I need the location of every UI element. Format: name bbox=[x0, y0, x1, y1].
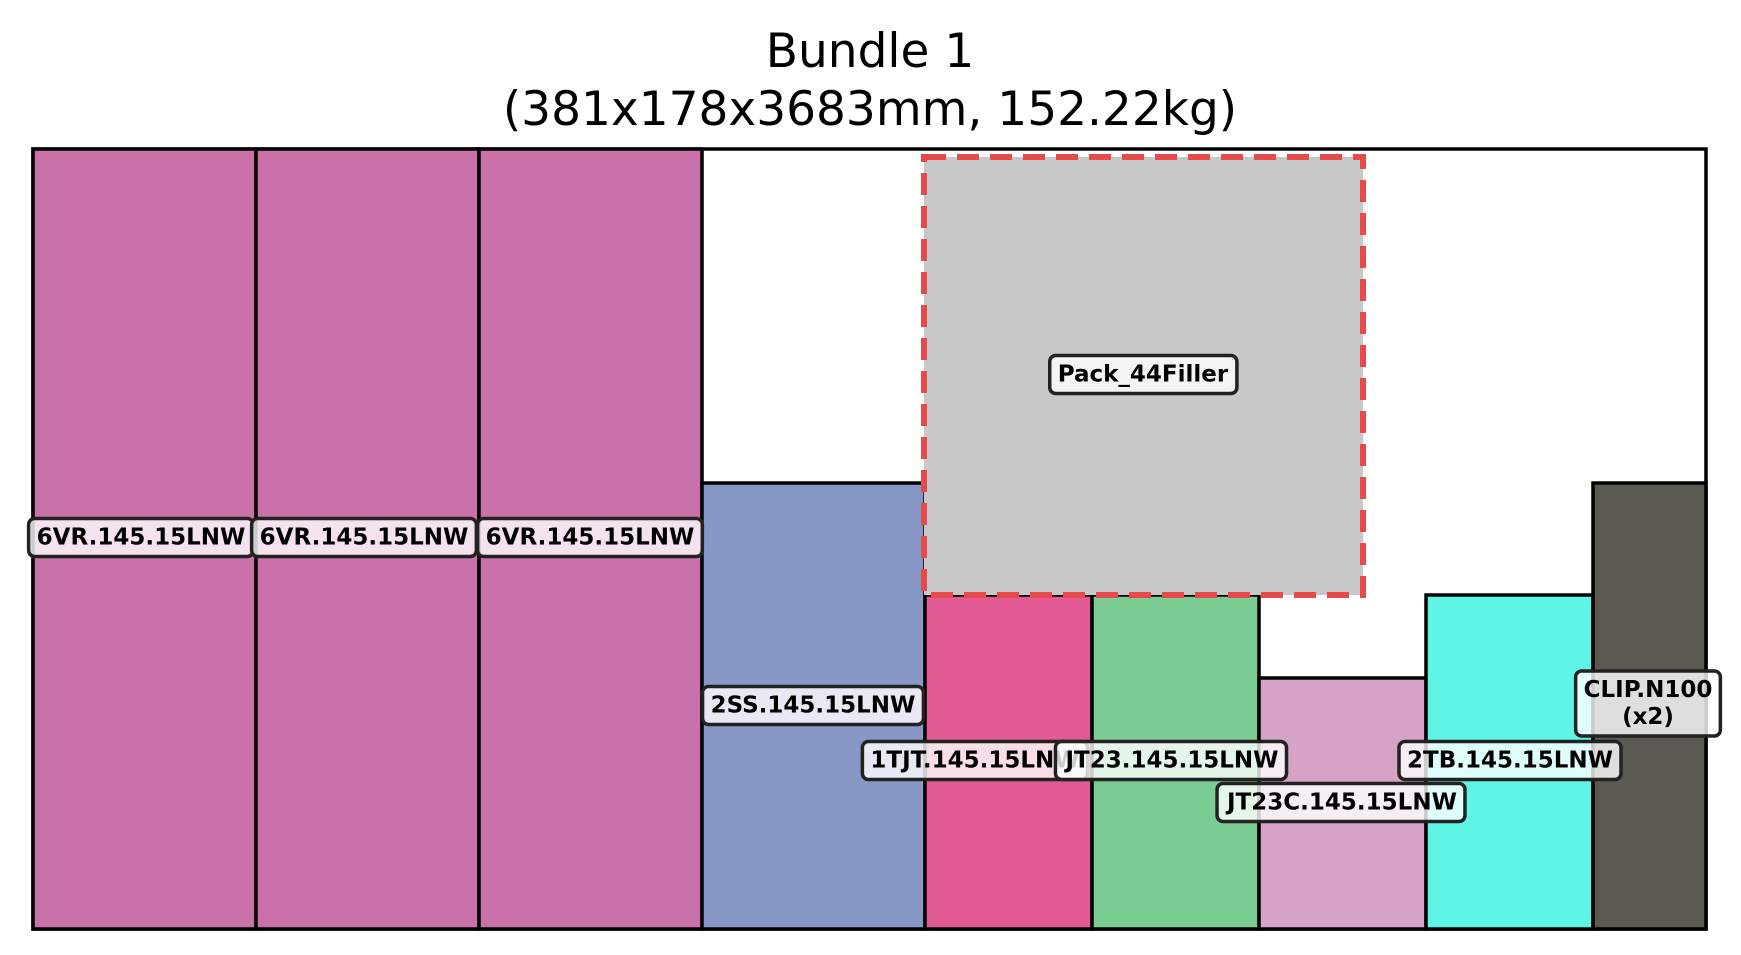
part-jt23-label: JT23.145.15LNW bbox=[1053, 739, 1289, 782]
diagram-title-line2: (381x178x3683mm, 152.22kg) bbox=[503, 82, 1237, 137]
part-6vr-3-label-text: 6VR.145.15LNW bbox=[486, 525, 695, 551]
part-1tjt-label: 1TJT.145.15LNW bbox=[860, 739, 1090, 782]
part-2tb-label: 2TB.145.15LNW bbox=[1397, 739, 1623, 782]
part-6vr-3-label-box bbox=[475, 516, 705, 559]
labels-layer: 6VR.145.15LNW 6VR.145.15LNW 6VR.145.15LNW 2… bbox=[26, 353, 1723, 824]
filler-label-text: Pack_44Filler bbox=[1058, 362, 1229, 388]
part-jt23-label-text: JT23.145.15LNW bbox=[1063, 748, 1278, 774]
part-clip-label-text: CLIP.N100 bbox=[1584, 677, 1713, 703]
part-2ss-label-box bbox=[700, 684, 926, 727]
part-2tb-label-text: 2TB.145.15LNW bbox=[1407, 748, 1613, 774]
part-2ss-label: 2SS.145.15LNW bbox=[700, 684, 926, 727]
part-6vr-3-label: 6VR.145.15LNW bbox=[475, 516, 705, 559]
part-jt23c-label-box bbox=[1215, 781, 1467, 824]
part-1tjt-label-text: 1TJT.145.15LNW bbox=[870, 748, 1079, 774]
part-clip-label: CLIP.N100(x2) bbox=[1573, 669, 1723, 738]
part-clip-label-text: (x2) bbox=[1622, 704, 1674, 730]
filler-label-box bbox=[1047, 353, 1239, 396]
part-jt23-label-box bbox=[1053, 739, 1289, 782]
part-2ss-label-text: 2SS.145.15LNW bbox=[711, 693, 916, 719]
part-6vr-1-label-text: 6VR.145.15LNW bbox=[37, 525, 246, 551]
part-6vr-2-label-text: 6VR.145.15LNW bbox=[260, 525, 469, 551]
part-2tb-label-box bbox=[1397, 739, 1623, 782]
part-clip-label-box bbox=[1573, 669, 1723, 738]
diagram-title-line1: Bundle 1 bbox=[766, 24, 974, 79]
part-6vr-1-label: 6VR.145.15LNW bbox=[26, 516, 256, 559]
part-jt23c-label: JT23C.145.15LNW bbox=[1215, 781, 1467, 824]
filler-label: Pack_44Filler bbox=[1047, 353, 1239, 396]
part-6vr-2-label: 6VR.145.15LNW bbox=[249, 516, 479, 559]
part-jt23c-label-text: JT23C.145.15LNW bbox=[1225, 790, 1457, 816]
